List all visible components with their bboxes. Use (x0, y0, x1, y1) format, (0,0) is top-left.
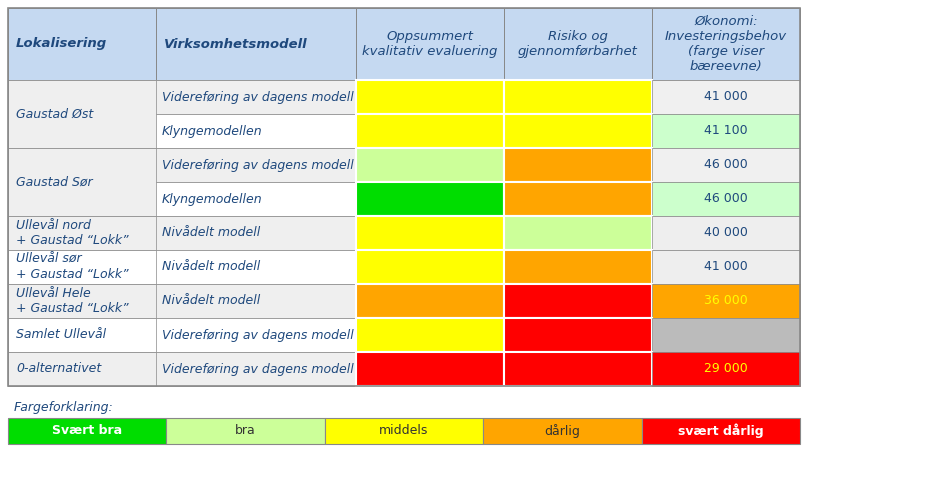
Bar (8, 80, 156, 148)
Bar (652, 8, 800, 80)
Bar (504, 318, 652, 352)
Bar (652, 148, 800, 182)
Text: Nivådelt modell: Nivådelt modell (162, 260, 260, 273)
Bar (356, 148, 504, 182)
Text: Videreføring av dagens modell: Videreføring av dagens modell (162, 328, 354, 342)
Text: Samlet Ullevål: Samlet Ullevål (16, 328, 106, 342)
Text: 29 000: 29 000 (705, 363, 748, 375)
Bar (504, 284, 652, 318)
Text: Nivådelt modell: Nivådelt modell (162, 227, 260, 240)
Bar (356, 250, 504, 284)
Bar (652, 318, 800, 352)
Bar (8, 250, 356, 284)
Text: Nivådelt modell: Nivådelt modell (162, 295, 260, 308)
Bar (8, 216, 356, 250)
Bar (156, 8, 356, 80)
Text: Virksomhetsmodell: Virksomhetsmodell (164, 38, 308, 51)
Bar (652, 284, 800, 318)
Text: Risiko og
gjennomførbarhet: Risiko og gjennomførbarhet (518, 30, 638, 58)
Text: dårlig: dårlig (545, 424, 581, 438)
Bar (504, 352, 652, 386)
Bar (8, 352, 156, 386)
Bar (8, 352, 356, 386)
Bar (356, 8, 504, 80)
Bar (652, 250, 800, 284)
Bar (356, 182, 504, 216)
Text: Økonomi:
Investeringsbehov
(farge viser
bæreevne): Økonomi: Investeringsbehov (farge viser … (665, 15, 787, 73)
Bar (642, 418, 800, 444)
Text: 41 000: 41 000 (705, 90, 748, 104)
Bar (356, 216, 504, 250)
Bar (8, 418, 167, 444)
Text: middels: middels (380, 425, 429, 437)
Bar (356, 352, 504, 386)
Bar (483, 418, 642, 444)
Text: Svært bra: Svært bra (52, 425, 122, 437)
Bar (504, 114, 652, 148)
Text: Ullevål nord
+ Gaustad “Lokk”: Ullevål nord + Gaustad “Lokk” (16, 219, 129, 247)
Text: 46 000: 46 000 (705, 192, 748, 205)
Bar (356, 114, 504, 148)
Bar (8, 284, 156, 318)
Bar (8, 80, 356, 114)
Text: Gaustad Sør: Gaustad Sør (16, 176, 93, 188)
Bar (8, 148, 356, 182)
Bar (652, 182, 800, 216)
Bar (8, 250, 156, 284)
Bar (504, 80, 652, 114)
Bar (8, 318, 156, 352)
Text: svært dårlig: svært dårlig (678, 424, 763, 438)
Text: Videreføring av dagens modell: Videreføring av dagens modell (162, 363, 354, 375)
Text: 36 000: 36 000 (705, 295, 748, 308)
Bar (504, 182, 652, 216)
Bar (504, 148, 652, 182)
Text: 46 000: 46 000 (705, 159, 748, 172)
Bar (8, 114, 356, 148)
Text: 41 000: 41 000 (705, 260, 748, 273)
Text: Klyngemodellen: Klyngemodellen (162, 124, 262, 137)
Bar (8, 8, 156, 80)
Bar (652, 80, 800, 114)
Text: Klyngemodellen: Klyngemodellen (162, 192, 262, 205)
Bar (8, 216, 156, 250)
Bar (8, 8, 800, 386)
Text: Lokalisering: Lokalisering (16, 38, 107, 51)
Text: 0-alternativet: 0-alternativet (16, 363, 101, 375)
Bar (8, 318, 356, 352)
Text: Videreføring av dagens modell: Videreføring av dagens modell (162, 159, 354, 172)
Bar (167, 418, 325, 444)
Text: Ullevål Hele
+ Gaustad “Lokk”: Ullevål Hele + Gaustad “Lokk” (16, 287, 129, 315)
Bar (8, 148, 156, 216)
Text: Gaustad Øst: Gaustad Øst (16, 108, 93, 121)
Bar (356, 318, 504, 352)
Text: Fargeforklaring:: Fargeforklaring: (14, 401, 114, 415)
Bar (356, 284, 504, 318)
Bar (652, 216, 800, 250)
Bar (356, 80, 504, 114)
Bar (504, 8, 652, 80)
Text: Videreføring av dagens modell: Videreføring av dagens modell (162, 90, 354, 104)
Text: 41 100: 41 100 (705, 124, 748, 137)
Text: bra: bra (235, 425, 256, 437)
Bar (325, 418, 483, 444)
Bar (8, 182, 356, 216)
Bar (652, 352, 800, 386)
Text: Oppsummert
kvalitativ evaluering: Oppsummert kvalitativ evaluering (363, 30, 498, 58)
Bar (504, 250, 652, 284)
Bar (8, 284, 356, 318)
Text: 40 000: 40 000 (704, 227, 748, 240)
Bar (504, 216, 652, 250)
Text: Ullevål sør
+ Gaustad “Lokk”: Ullevål sør + Gaustad “Lokk” (16, 253, 129, 281)
Bar (652, 114, 800, 148)
